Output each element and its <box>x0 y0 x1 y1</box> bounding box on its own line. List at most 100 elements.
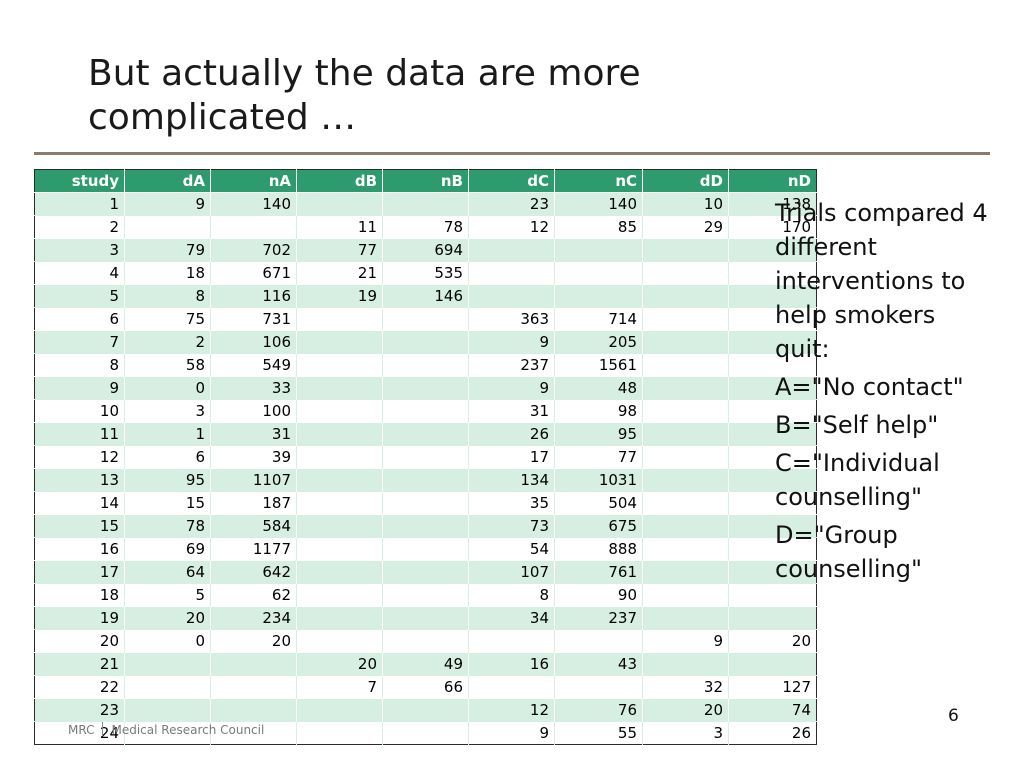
table-cell-nD <box>728 606 817 630</box>
column-header-nC: nC <box>554 169 643 193</box>
table-cell-nA: 1177 <box>210 537 297 561</box>
table-cell-nA: 1107 <box>210 468 297 492</box>
table-cell-dB <box>296 629 383 653</box>
table-cell-nD <box>728 307 817 331</box>
table-cell-dC: 35 <box>468 491 555 515</box>
table-cell-dA: 15 <box>124 491 211 515</box>
table-cell-dD <box>642 560 729 584</box>
table-cell-dA: 3 <box>124 399 211 423</box>
table-row: 20 0 20 9 20 <box>34 629 817 653</box>
table-cell-study: 3 <box>34 238 125 262</box>
table-cell-nD <box>728 330 817 354</box>
table-cell-nD: 138 <box>728 192 817 216</box>
column-header-study: study <box>34 169 125 193</box>
table-row: 17 64 642 107 761 <box>34 560 817 584</box>
table-cell-nC: 205 <box>554 330 643 354</box>
table-cell-dD <box>642 284 729 308</box>
intervention-description: Trials compared 4 different intervention… <box>775 196 990 590</box>
table-cell-study: 14 <box>34 491 125 515</box>
table-cell-nC <box>554 675 643 699</box>
table-cell-nB: 66 <box>382 675 469 699</box>
table-cell-dA: 20 <box>124 606 211 630</box>
table-cell-dC: 134 <box>468 468 555 492</box>
table-cell-nA: 116 <box>210 284 297 308</box>
table-cell-dB <box>296 353 383 377</box>
table-cell-nD: 20 <box>728 629 817 653</box>
table-cell-dA: 58 <box>124 353 211 377</box>
table-header-row: study dA nA dB nB dC nC dD nD <box>34 169 817 193</box>
table-cell-dA: 1 <box>124 422 211 446</box>
table-cell-nA: 642 <box>210 560 297 584</box>
table-cell-nC: 761 <box>554 560 643 584</box>
table-cell-dA <box>124 215 211 239</box>
table-cell-dD <box>642 353 729 377</box>
table-cell-dA <box>124 721 211 745</box>
table-row: 15 78 584 73 675 <box>34 514 817 538</box>
table-cell-dB: 11 <box>296 215 383 239</box>
table-cell-dB <box>296 192 383 216</box>
intervention-c-text: C="Individual counselling" <box>775 449 940 511</box>
table-cell-dA: 0 <box>124 629 211 653</box>
table-cell-study: 5 <box>34 284 125 308</box>
table-cell-study: 17 <box>34 560 125 584</box>
footer-org-short: MRC <box>68 723 95 737</box>
table-cell-dC: 17 <box>468 445 555 469</box>
table-cell-nD <box>728 514 817 538</box>
table-row: 24 9 55 3 26 <box>34 721 817 745</box>
slide-title-line-2: complicated … <box>88 97 357 138</box>
table-cell-nB <box>382 192 469 216</box>
title-divider <box>34 152 990 155</box>
table-cell-study: 24 <box>34 721 125 745</box>
table-cell-dD <box>642 583 729 607</box>
table-cell-nB <box>382 560 469 584</box>
table-cell-dA: 79 <box>124 238 211 262</box>
table-cell-dD: 10 <box>642 192 729 216</box>
table-cell-dD <box>642 652 729 676</box>
intervention-d-text: D="Group counselling" <box>775 521 923 583</box>
table-cell-dA: 2 <box>124 330 211 354</box>
table-cell-nC: 888 <box>554 537 643 561</box>
table-row: 22 7 66 32 127 <box>34 675 817 699</box>
table-cell-dA: 9 <box>124 192 211 216</box>
slide-title-line-1: But actually the data are more <box>88 53 641 94</box>
table-cell-dC <box>468 238 555 262</box>
table-cell-nB <box>382 583 469 607</box>
table-cell-dB <box>296 468 383 492</box>
table-cell-dC: 16 <box>468 652 555 676</box>
table-row: 16 69 1177 54 888 <box>34 537 817 561</box>
table-cell-dC: 237 <box>468 353 555 377</box>
table-cell-dD: 3 <box>642 721 729 745</box>
table-cell-study: 18 <box>34 583 125 607</box>
table-row: 3 79 702 77 694 <box>34 238 817 262</box>
table-cell-nA: 100 <box>210 399 297 423</box>
table-cell-nB <box>382 537 469 561</box>
table-cell-dB <box>296 491 383 515</box>
table-cell-dB: 21 <box>296 261 383 285</box>
column-header-nA: nA <box>210 169 297 193</box>
table-cell-dC: 12 <box>468 698 555 722</box>
table-cell-nB <box>382 629 469 653</box>
table-cell-nA: 671 <box>210 261 297 285</box>
table-cell-nB <box>382 353 469 377</box>
study-data-table: study dA nA dB nB dC nC dD nD 1 9 140 23 140 10 138 2 11… <box>34 169 817 745</box>
table-cell-dA: 75 <box>124 307 211 331</box>
table-cell-study: 7 <box>34 330 125 354</box>
table-cell-nA: 549 <box>210 353 297 377</box>
table-cell-nC: 90 <box>554 583 643 607</box>
column-header-dA: dA <box>124 169 211 193</box>
table-row: 1 9 140 23 140 10 138 <box>34 192 817 216</box>
table-cell-dB <box>296 606 383 630</box>
table-cell-dD <box>642 514 729 538</box>
table-cell-nD: 127 <box>728 675 817 699</box>
table-cell-nD <box>728 583 817 607</box>
table-row: 6 75 731 363 714 <box>34 307 817 331</box>
table-cell-nB: 146 <box>382 284 469 308</box>
table-cell-nD <box>728 353 817 377</box>
table-row: 9 0 33 9 48 <box>34 376 817 400</box>
table-row: 19 20 234 34 237 <box>34 606 817 630</box>
intervention-a-text: A="No contact" <box>775 373 964 401</box>
table-cell-nD <box>728 537 817 561</box>
table-cell-nD <box>728 652 817 676</box>
table-cell-nA: 234 <box>210 606 297 630</box>
table-cell-nD <box>728 422 817 446</box>
